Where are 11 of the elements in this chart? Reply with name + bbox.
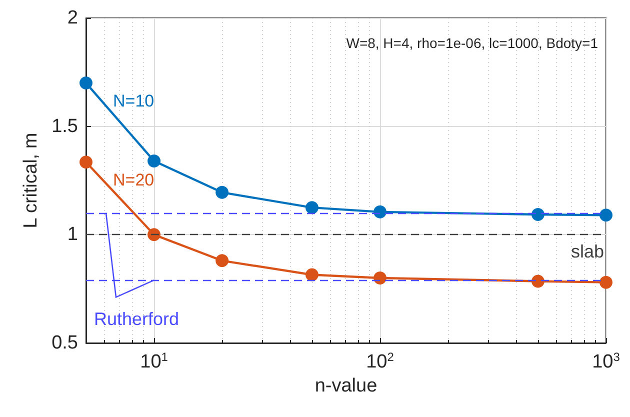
y-tick-label: 0.5 xyxy=(52,332,78,354)
x-axis-title: n-value xyxy=(314,375,378,396)
annotation: W=8, H=4, rho=1e-06, lc=1000, Bdoty=1 xyxy=(346,35,598,51)
series-label: N=20 xyxy=(113,170,154,190)
y-tick-label: 2 xyxy=(67,8,78,28)
y-axis-title: L critical, m xyxy=(20,132,42,228)
ref-line-label: Rutherford xyxy=(94,309,180,330)
y-tick-label: 1.5 xyxy=(52,116,78,137)
y-tick-label: 1 xyxy=(67,224,78,246)
series-label: N=10 xyxy=(113,92,154,110)
ref-line-label: slab xyxy=(570,242,604,262)
